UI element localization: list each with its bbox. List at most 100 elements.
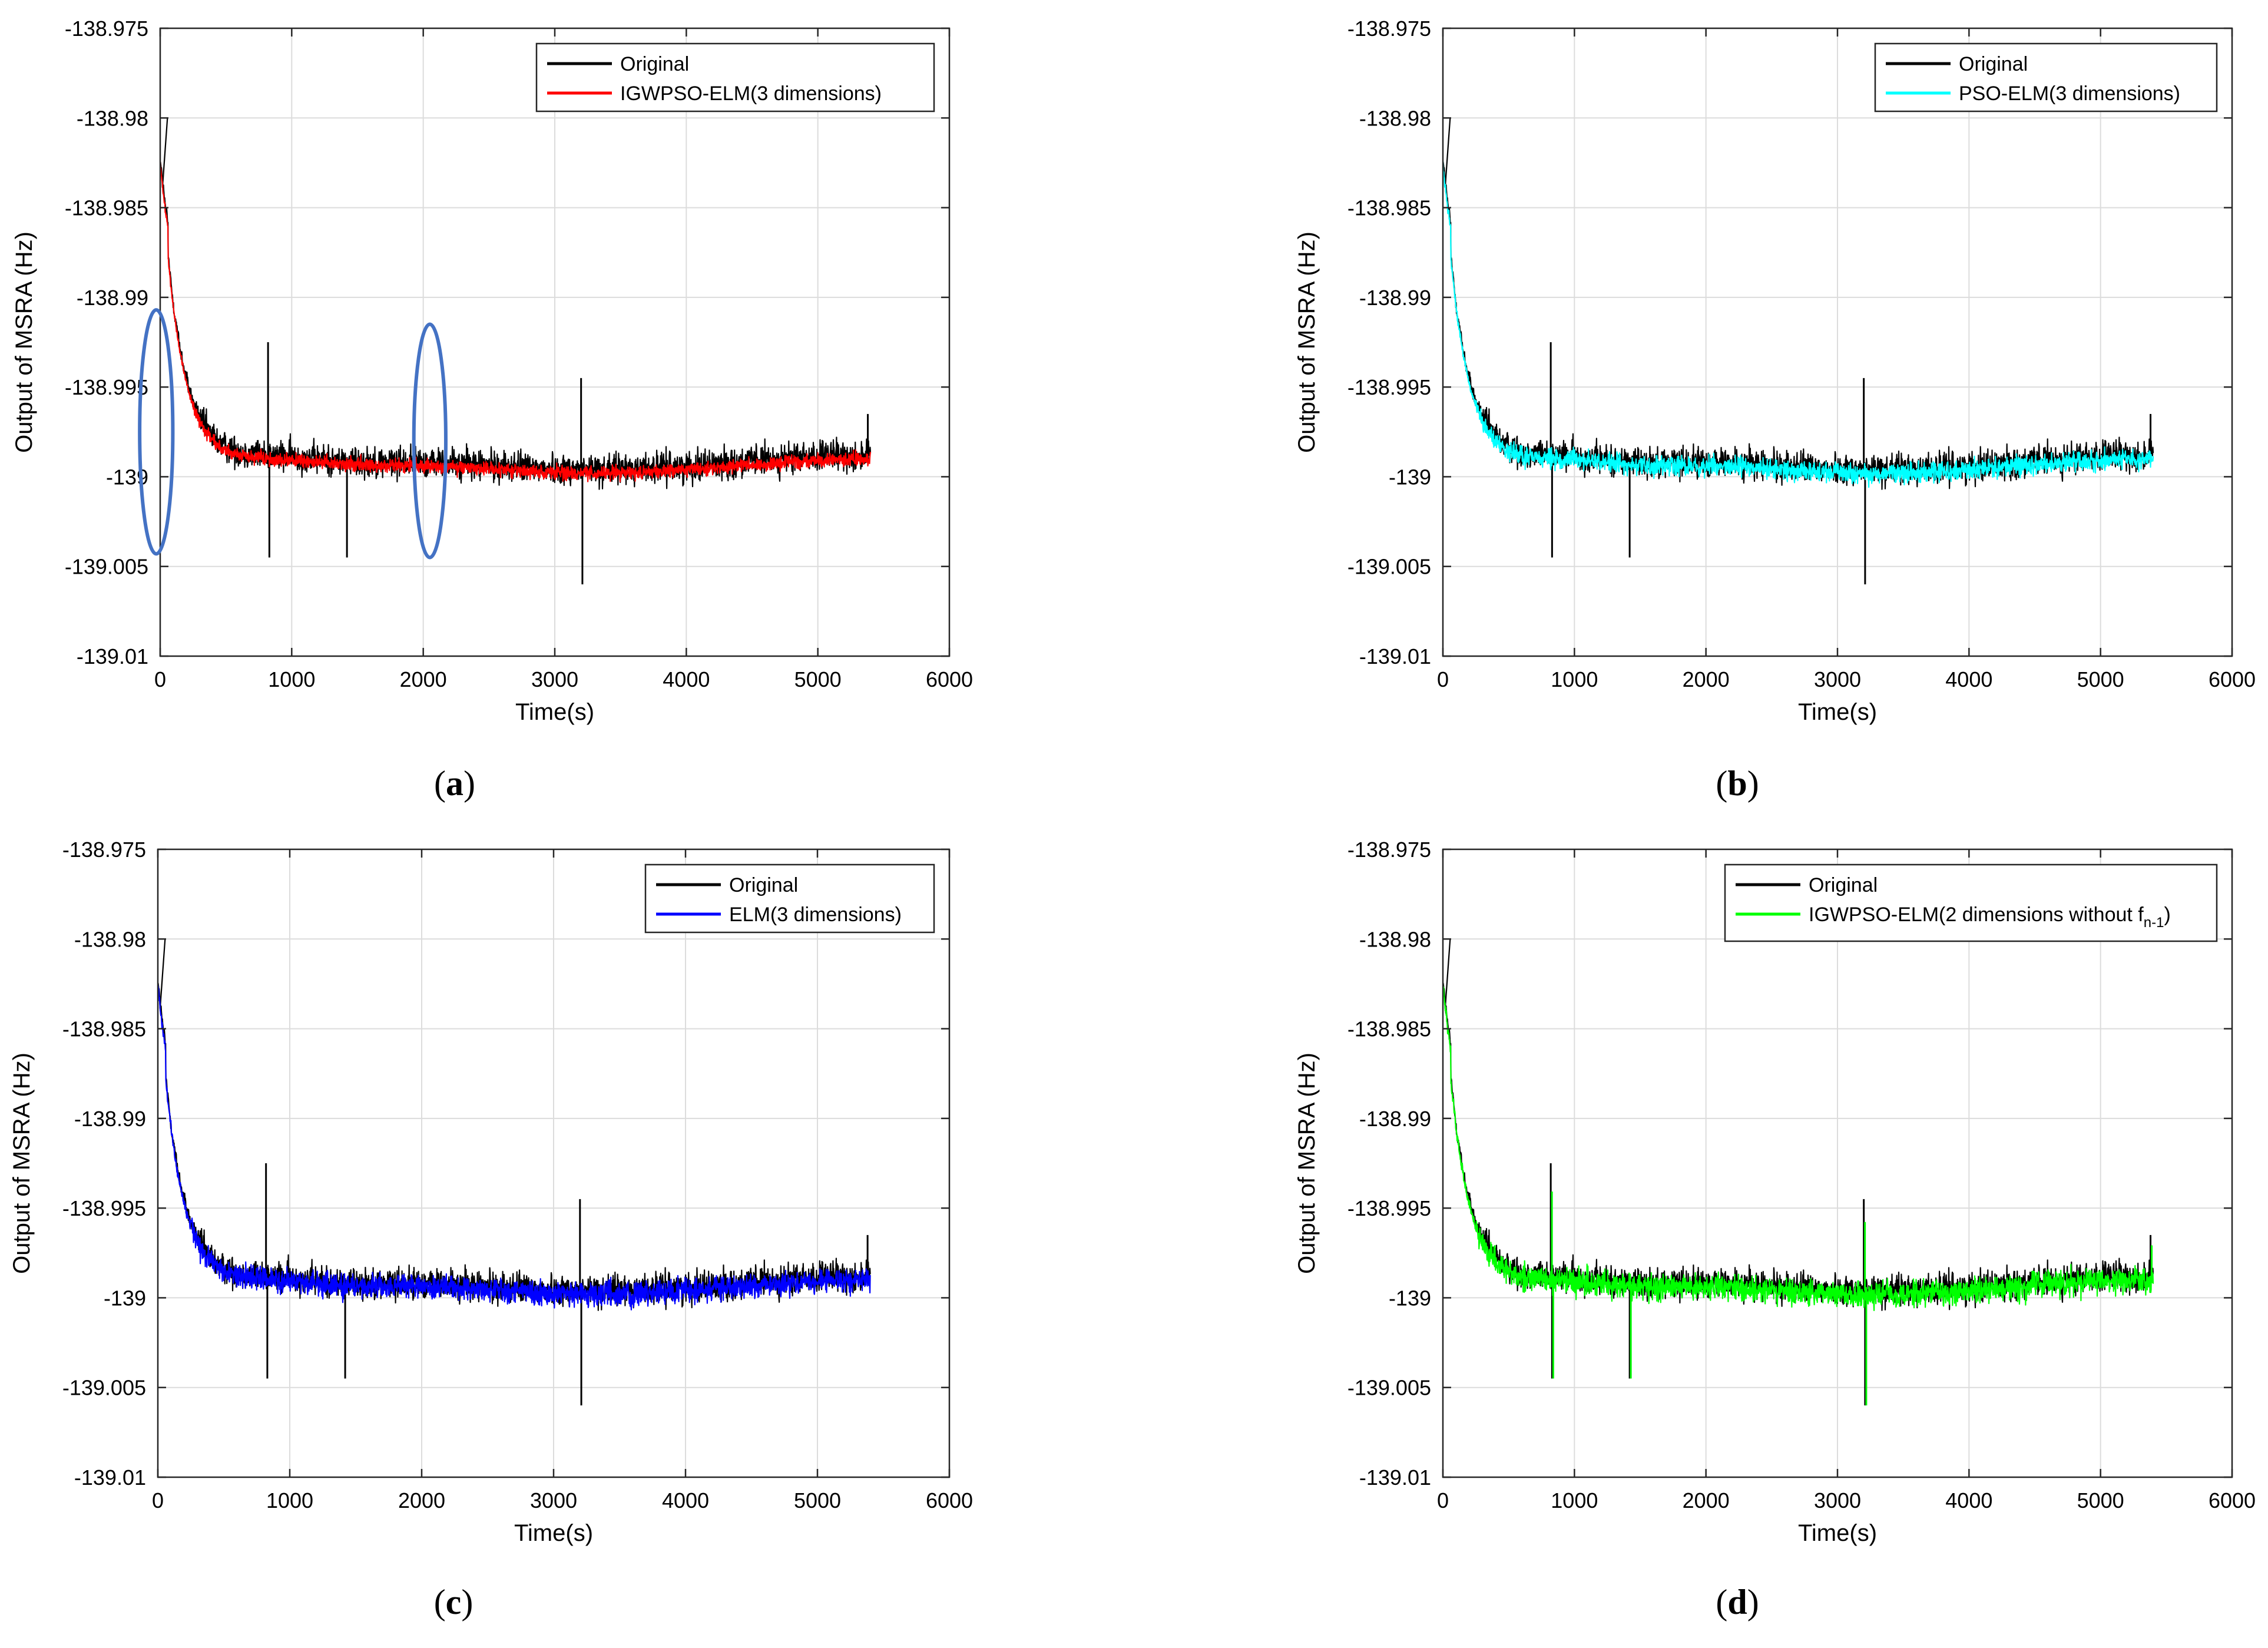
x-tick-label: 2000 — [400, 667, 447, 691]
caption-open-paren: ( — [1716, 764, 1727, 803]
x-tick-label: 6000 — [2209, 667, 2256, 691]
y-tick-label: -139 — [1389, 465, 1431, 489]
x-tick-label: 5000 — [2077, 667, 2124, 691]
caption-close-paren: ) — [1747, 764, 1759, 803]
y-tick-label: -139.005 — [1347, 1376, 1431, 1400]
x-tick-label: 3000 — [1814, 667, 1861, 691]
x-tick-label: 4000 — [1945, 1488, 1992, 1513]
x-tick-label: 1000 — [1551, 667, 1598, 691]
caption-letter: a — [446, 764, 463, 803]
caption-letter: d — [1727, 1583, 1747, 1621]
x-tick-label: 2000 — [1683, 667, 1730, 691]
y-tick-label: -139.01 — [1359, 1465, 1431, 1490]
series-line-model — [1443, 160, 2154, 488]
y-tick-label: -138.99 — [77, 286, 148, 310]
legend-label-model: IGWPSO-ELM(3 dimensions) — [620, 82, 882, 105]
y-tick-label: -138.98 — [1359, 106, 1431, 130]
caption-close-paren: ) — [463, 764, 475, 803]
y-tick-label: -138.975 — [65, 16, 148, 41]
panel-caption: (b) — [1716, 764, 1759, 803]
series-group — [160, 117, 872, 585]
y-axis-label: Output of MSRA (Hz) — [9, 1053, 35, 1274]
y-axis-label: Output of MSRA (Hz) — [1294, 1053, 1320, 1274]
legend-label-original: Original — [1959, 53, 2028, 75]
y-tick-label: -139.01 — [74, 1465, 146, 1490]
chart-panel-b: 0 1000 2000 3000 4000 5000 6000 -138.975 -138.98… — [1294, 16, 2256, 803]
x-tick-label: 0 — [1437, 667, 1449, 691]
caption-open-paren: ( — [434, 1583, 446, 1621]
x-axis-label: Time(s) — [515, 699, 594, 725]
x-tick-label: 1000 — [1551, 1488, 1598, 1513]
series-group — [1443, 117, 2154, 585]
y-tick-label: -139.005 — [65, 555, 148, 579]
y-tick-label: -138.975 — [1347, 16, 1431, 41]
y-tick-label: -139.005 — [1347, 555, 1431, 579]
x-tick-label: 5000 — [794, 1488, 841, 1513]
annotation-ellipse — [138, 308, 175, 556]
x-tick-label: 4000 — [663, 667, 710, 691]
legend-label-model: PSO-ELM(3 dimensions) — [1959, 82, 2180, 105]
x-tick-label: 3000 — [531, 667, 578, 691]
x-tick-label: 2000 — [398, 1488, 445, 1513]
panel-caption: (c) — [434, 1583, 474, 1621]
legend-label-model: ELM(3 dimensions) — [729, 904, 902, 926]
x-tick-label: 5000 — [794, 667, 842, 691]
y-tick-label: -138.995 — [62, 1196, 146, 1220]
x-tick-label: 4000 — [1945, 667, 1992, 691]
legend-label-suffix: ) — [2164, 904, 2170, 926]
x-tick-label: 1000 — [266, 1488, 313, 1513]
chart-panel-d: 0 1000 2000 3000 4000 5000 6000 -138.975 -138.98… — [1294, 838, 2256, 1621]
y-tick-label: -139 — [1389, 1286, 1431, 1310]
panel-caption: (d) — [1716, 1583, 1759, 1621]
y-tick-label: -138.995 — [65, 375, 148, 399]
y-tick-label: -138.99 — [74, 1107, 146, 1131]
caption-open-paren: ( — [434, 764, 446, 803]
x-tick-label: 0 — [154, 667, 166, 691]
y-axis-label: Output of MSRA (Hz) — [11, 231, 37, 453]
y-tick-label: -138.995 — [1347, 375, 1431, 399]
y-tick-label: -138.99 — [1359, 286, 1431, 310]
y-tick-label: -138.985 — [65, 196, 148, 220]
x-axis-label: Time(s) — [514, 1520, 593, 1546]
y-tick-label: -138.985 — [62, 1017, 146, 1041]
y-tick-label: -139.005 — [62, 1376, 146, 1400]
chart-panel-a: 0 1000 2000 3000 4000 5000 6000 -138.975 -138.98… — [11, 16, 973, 803]
y-tick-label: -138.98 — [1359, 927, 1431, 951]
caption-letter: c — [446, 1583, 462, 1621]
y-tick-label: -138.99 — [1359, 1107, 1431, 1131]
y-tick-label: -138.995 — [1347, 1196, 1431, 1220]
panel-caption: (a) — [434, 764, 475, 803]
y-tick-label: -139 — [104, 1286, 146, 1310]
series-line-model — [1443, 984, 2154, 1311]
x-axis-label: Time(s) — [1798, 1520, 1877, 1546]
series-group — [1443, 938, 2154, 1406]
legend-label-subscript: n-1 — [2144, 915, 2164, 931]
y-tick-label: -138.975 — [1347, 838, 1431, 862]
x-tick-label: 6000 — [2209, 1488, 2256, 1513]
caption-close-paren: ) — [461, 1583, 473, 1621]
legend-box — [644, 863, 935, 934]
x-tick-label: 5000 — [2077, 1488, 2124, 1513]
x-tick-label: 1000 — [268, 667, 315, 691]
series-group — [158, 938, 871, 1406]
caption-open-paren: ( — [1716, 1583, 1727, 1621]
legend-box — [535, 42, 935, 112]
series-line-model — [158, 984, 871, 1311]
y-tick-label: -138.98 — [74, 927, 146, 951]
y-tick-label: -139.01 — [1359, 644, 1431, 669]
y-tick-label: -138.98 — [77, 106, 148, 130]
x-tick-label: 3000 — [530, 1488, 577, 1513]
y-tick-label: -138.985 — [1347, 1017, 1431, 1041]
x-tick-label: 0 — [1437, 1488, 1449, 1513]
chart-panel-c: 0 1000 2000 3000 4000 5000 6000 -138.975 -138.98… — [9, 838, 973, 1621]
legend-label-original: Original — [620, 53, 689, 75]
x-tick-label: 6000 — [926, 1488, 973, 1513]
caption-close-paren: ) — [1747, 1583, 1759, 1621]
caption-letter: b — [1727, 764, 1747, 803]
x-tick-label: 6000 — [926, 667, 973, 691]
x-tick-label: 2000 — [1683, 1488, 1730, 1513]
y-tick-label: -138.985 — [1347, 196, 1431, 220]
x-tick-label: 4000 — [662, 1488, 709, 1513]
